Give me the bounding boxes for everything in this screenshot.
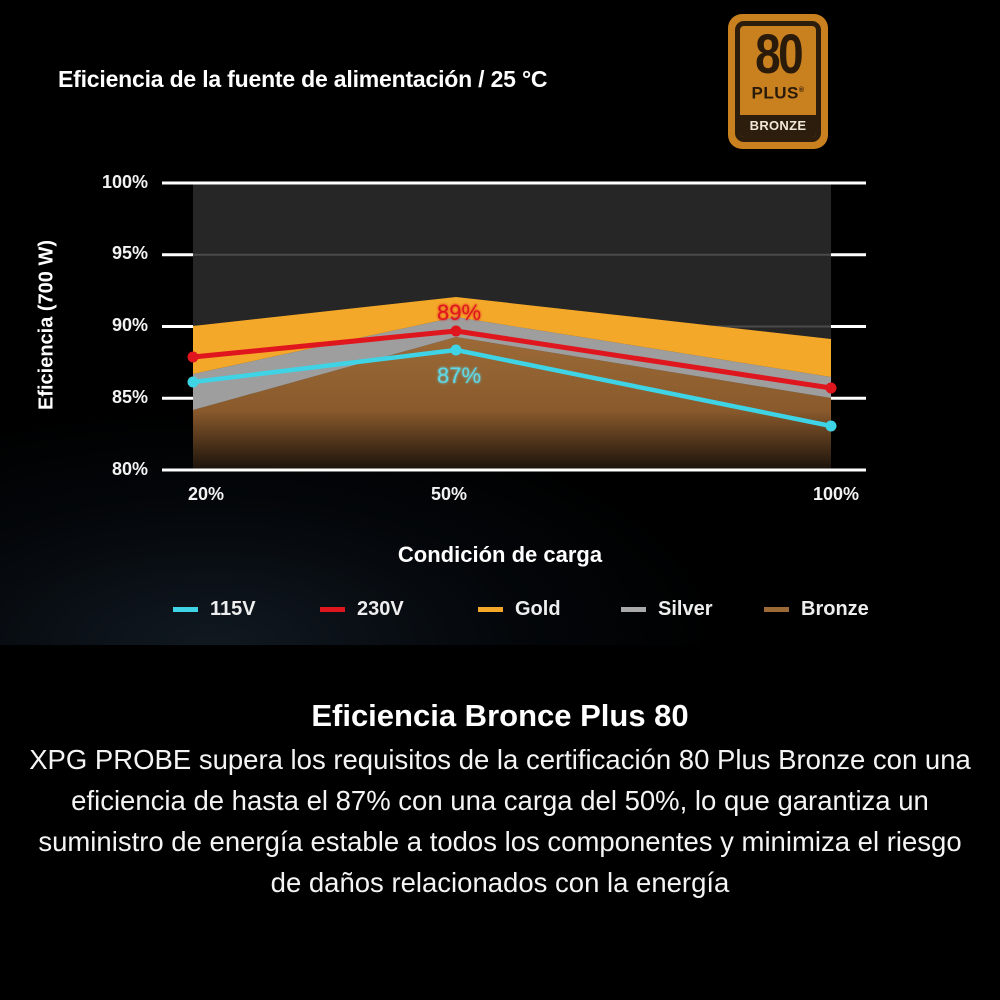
y-tick-90: 90%: [111, 315, 148, 335]
badge-number: 80: [754, 22, 804, 85]
legend-swatch-bronze: [764, 607, 789, 612]
badge-inner: 80 PLUS® BRONZE: [735, 21, 821, 142]
legend-item-230v: 230V: [320, 598, 404, 621]
legend-label-bronze: Bronze: [801, 598, 869, 620]
point-230v-20: [187, 351, 199, 363]
legend-item-bronze: Bronze: [764, 598, 869, 621]
80-plus-bronze-badge: 80 PLUS® BRONZE: [728, 14, 828, 149]
series-115v: [187, 344, 837, 432]
legend-swatch-gold: [478, 607, 503, 612]
axis-gridlines: [162, 181, 866, 472]
gold-band: [193, 297, 831, 377]
point-230v-50: [450, 325, 462, 337]
background-lower: [0, 645, 1000, 1000]
legend-label-230v: 230V: [357, 598, 404, 620]
description-body: XPG PROBE supera los requisitos de la ce…: [29, 744, 971, 898]
annotation-115v-50: 87%: [437, 363, 481, 388]
badge-plus-text: PLUS®: [751, 82, 804, 103]
legend-item-115v: 115V: [173, 598, 256, 621]
x-tick-100: 100%: [812, 484, 860, 504]
chart-legend: 115V 230V Gold Silver Bronze: [0, 598, 1000, 628]
legend-label-gold: Gold: [515, 598, 561, 620]
legend-item-gold: Gold: [478, 598, 561, 621]
point-115v-50: [450, 344, 462, 356]
legend-swatch-115v: [173, 607, 198, 612]
badge-plus-label: PLUS: [751, 83, 799, 103]
x-tick-50: 50%: [430, 484, 468, 504]
x-tick-20: 20%: [187, 484, 225, 504]
annotation-230v-50: 89%: [437, 300, 481, 325]
y-tick-100: 100%: [101, 172, 148, 192]
badge-tier: BRONZE: [740, 115, 816, 137]
description-section: Eficiencia Bronce Plus 80 XPG PROBE supe…: [0, 693, 1000, 903]
legend-label-silver: Silver: [658, 598, 713, 620]
legend-item-silver: Silver: [621, 598, 712, 621]
description-title: Eficiencia Bronce Plus 80: [311, 698, 689, 733]
registered-mark: ®: [798, 87, 805, 94]
y-axis-label: Eficiencia (700 W): [35, 239, 58, 411]
point-230v-100: [825, 382, 837, 394]
legend-label-115v: 115V: [210, 598, 256, 620]
y-tick-80: 80%: [111, 459, 148, 479]
y-tick-95: 95%: [111, 243, 148, 263]
point-115v-20: [187, 376, 199, 388]
series-230v: [187, 325, 837, 394]
legend-swatch-silver: [621, 607, 646, 612]
bronze-area: [193, 337, 831, 470]
point-115v-100: [825, 420, 837, 432]
efficiency-chart: 89% 87%: [162, 181, 866, 472]
chart-title: Eficiencia de la fuente de alimentación …: [58, 66, 548, 92]
legend-swatch-230v: [320, 607, 345, 612]
y-tick-85: 85%: [111, 387, 148, 407]
x-axis-label: Condición de carga: [397, 542, 603, 567]
